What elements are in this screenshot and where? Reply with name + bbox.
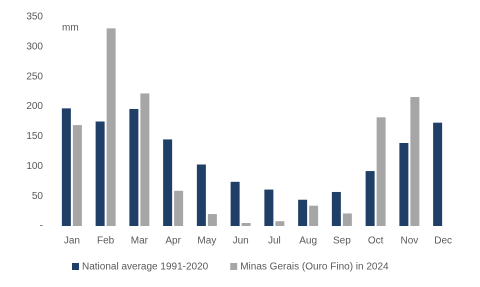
- x-tick-label: Aug: [299, 236, 317, 247]
- bar: [163, 139, 173, 226]
- bar: [230, 181, 240, 226]
- y-tick-label: 50: [32, 191, 44, 202]
- x-tick-label: Feb: [97, 236, 115, 247]
- bar: [196, 164, 206, 226]
- legend-swatch: [230, 263, 238, 270]
- y-tick-label: -: [40, 221, 43, 232]
- y-tick-label: 100: [26, 161, 43, 172]
- bar: [241, 223, 251, 226]
- x-tick-label: Oct: [368, 236, 384, 247]
- bar: [264, 189, 274, 226]
- bar: [275, 221, 285, 226]
- x-tick-label: Sep: [333, 236, 351, 247]
- x-tick-label: Jul: [268, 236, 281, 247]
- bar: [399, 142, 409, 226]
- bar: [207, 214, 217, 226]
- x-tick-label: Mar: [131, 236, 149, 247]
- bar: [95, 121, 105, 226]
- bar: [433, 122, 443, 226]
- unit-annotation: mm: [62, 23, 79, 34]
- bar: [174, 190, 184, 226]
- bar: [106, 28, 116, 226]
- y-tick-label: 350: [26, 12, 43, 23]
- bar: [331, 191, 341, 226]
- x-tick-label: Dec: [434, 236, 452, 247]
- bar: [410, 97, 420, 226]
- y-tick-label: 250: [26, 71, 43, 82]
- bar: [72, 125, 82, 226]
- x-tick-label: Apr: [165, 236, 181, 247]
- bar: [342, 213, 352, 226]
- x-tick-label: Jan: [64, 236, 80, 247]
- legend-swatch: [72, 263, 79, 270]
- y-tick-label: 200: [26, 101, 43, 112]
- bar: [309, 205, 319, 226]
- bar: [61, 108, 71, 226]
- legend-label: Minas Gerais (Ouro Fino) in 2024: [240, 262, 389, 273]
- bar: [376, 117, 386, 226]
- bar: [298, 199, 308, 226]
- bar: [129, 108, 139, 226]
- x-tick-label: Nov: [400, 236, 418, 247]
- x-tick-label: Jun: [233, 236, 249, 247]
- bar: [365, 171, 375, 226]
- x-tick-label: May: [197, 236, 216, 247]
- y-tick-label: 300: [26, 41, 43, 52]
- y-tick-label: 150: [26, 131, 43, 142]
- legend-label: National average 1991-2020: [82, 262, 209, 273]
- bar: [140, 93, 150, 226]
